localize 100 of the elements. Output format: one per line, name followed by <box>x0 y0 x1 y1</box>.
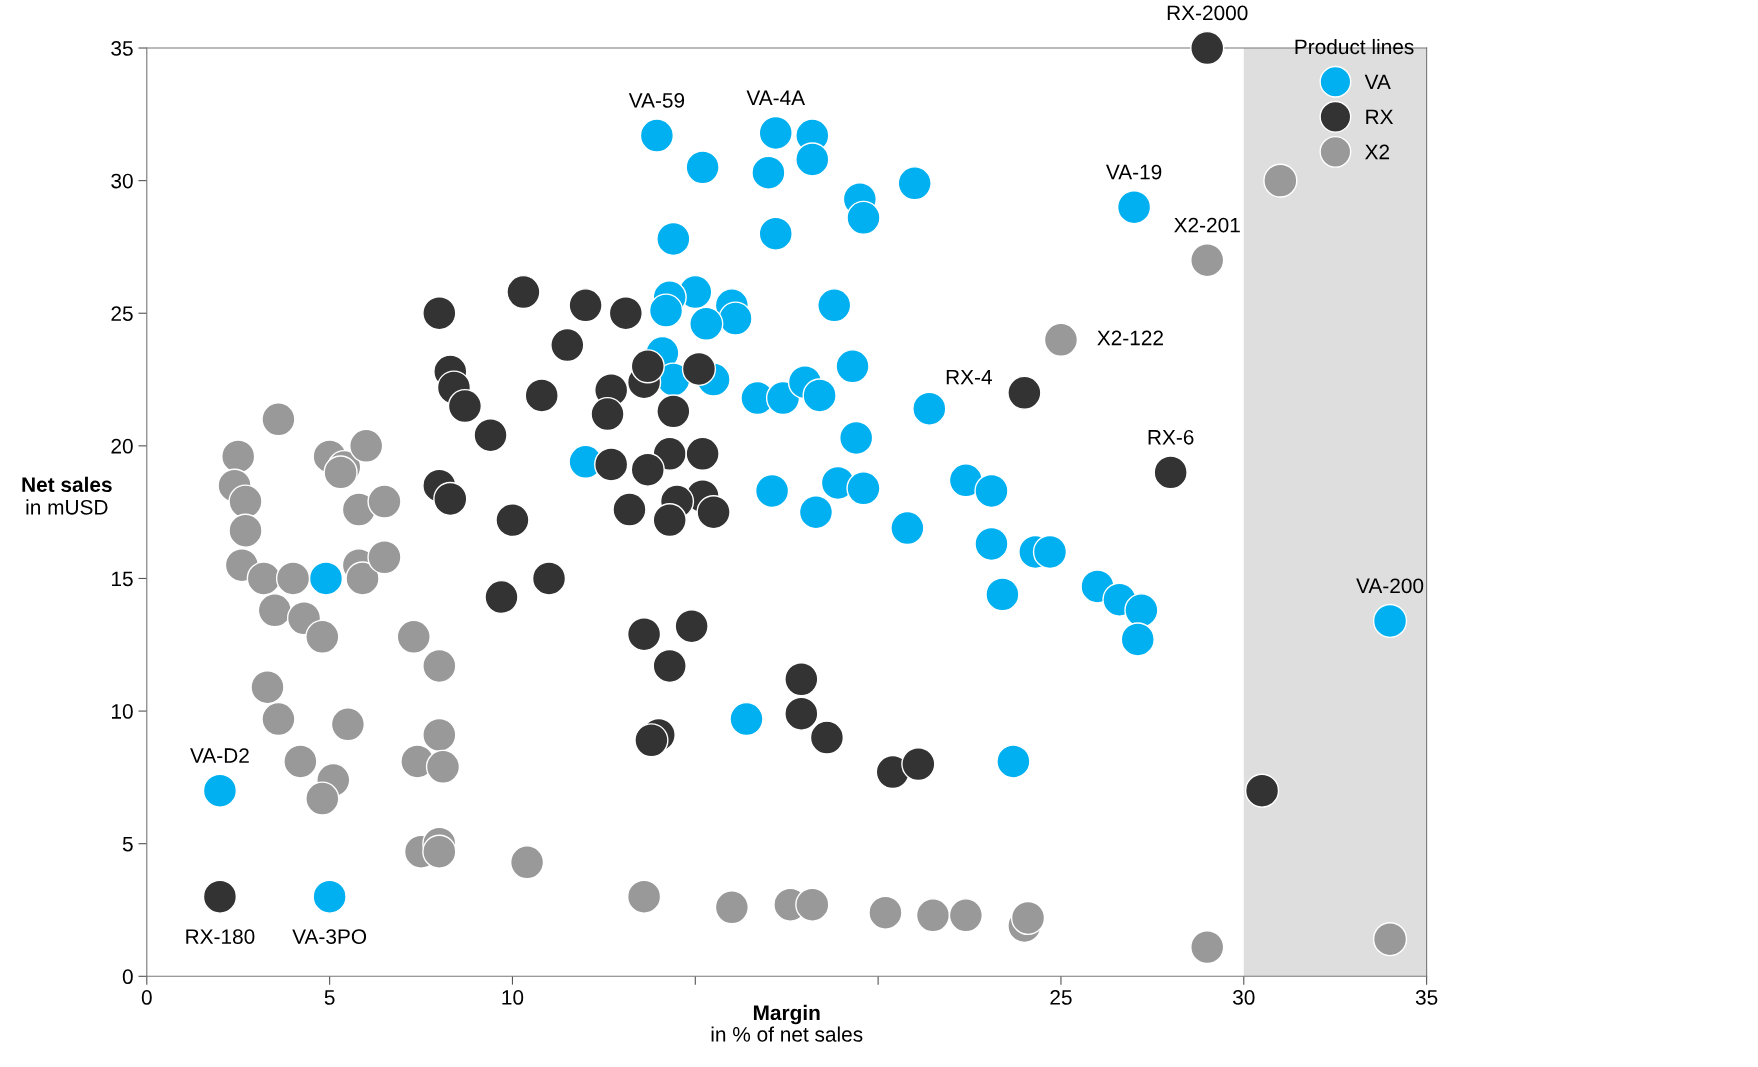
x-axis-title: Margin in % of net sales <box>711 1004 863 1042</box>
annotation: VA-19 <box>1105 164 1162 180</box>
point <box>784 662 819 697</box>
point <box>890 510 925 546</box>
annotation: X2-201 <box>1174 217 1240 233</box>
point <box>590 396 625 432</box>
point <box>817 288 852 323</box>
point <box>846 200 881 235</box>
point <box>396 619 431 654</box>
y-tick-label: 30 <box>111 173 133 189</box>
point <box>996 744 1031 779</box>
point <box>202 879 238 914</box>
point <box>846 471 881 506</box>
point <box>948 898 984 933</box>
point <box>839 420 874 456</box>
annotation: VA-59 <box>628 93 685 108</box>
point <box>261 402 296 437</box>
point <box>809 720 845 755</box>
point <box>367 484 402 519</box>
point <box>1010 900 1046 936</box>
y-tick-label: 5 <box>122 836 133 852</box>
point <box>751 155 786 190</box>
point <box>367 540 402 575</box>
point <box>948 463 984 498</box>
point <box>912 391 947 426</box>
x-tick-label: 5 <box>324 990 335 1005</box>
y-axis-title: Net sales in mUSD <box>22 476 112 515</box>
point <box>447 388 483 424</box>
annotation: VA-D2 <box>190 748 249 763</box>
annotation: VA-4A <box>746 90 806 105</box>
point <box>1124 593 1159 628</box>
point <box>754 473 790 509</box>
point <box>345 561 380 596</box>
legend-label: X2 <box>1365 144 1390 160</box>
point <box>1032 534 1068 570</box>
point <box>901 746 936 782</box>
point <box>433 481 468 517</box>
point <box>835 349 870 384</box>
point <box>798 495 834 530</box>
point <box>1372 922 1408 957</box>
annotation: VA-3PO <box>292 929 367 944</box>
annotation: VA-200 <box>1356 578 1424 594</box>
point <box>634 723 669 758</box>
point <box>630 452 665 487</box>
point <box>250 670 285 705</box>
x-tick-label: 35 <box>1415 990 1438 1005</box>
point <box>802 378 837 413</box>
point <box>648 293 684 328</box>
point <box>758 115 793 151</box>
point <box>1372 603 1408 639</box>
point <box>202 773 238 808</box>
point <box>1043 322 1079 357</box>
point <box>685 150 720 185</box>
point <box>1120 622 1155 657</box>
point <box>974 526 1009 562</box>
point <box>681 351 717 387</box>
point <box>626 617 662 652</box>
annotation: RX-2000 <box>1167 5 1248 21</box>
point <box>784 696 819 731</box>
point <box>509 845 545 880</box>
x-tick-label: 25 <box>1050 990 1072 1005</box>
point <box>652 648 687 684</box>
point <box>696 495 731 530</box>
point <box>261 701 296 737</box>
point <box>674 609 709 644</box>
point <box>714 890 749 925</box>
y-tick-label: 10 <box>112 704 133 719</box>
point <box>729 701 764 737</box>
point <box>656 394 691 429</box>
point <box>422 717 457 753</box>
point <box>246 561 281 596</box>
x-tick-label: 30 <box>1232 990 1255 1005</box>
y-tick-label: 15 <box>112 571 133 587</box>
point <box>626 879 662 914</box>
point <box>795 142 830 177</box>
point <box>473 418 508 453</box>
point <box>308 561 344 596</box>
point <box>228 484 263 519</box>
point <box>305 619 340 654</box>
point <box>656 221 691 257</box>
point <box>312 879 347 914</box>
point <box>974 473 1009 509</box>
annotation: X2-122 <box>1097 330 1163 346</box>
point <box>639 118 675 153</box>
point <box>283 744 318 779</box>
point <box>425 749 461 784</box>
point <box>1190 30 1225 66</box>
point <box>221 439 256 474</box>
x-tick-label: 0 <box>141 990 152 1005</box>
point <box>718 301 753 336</box>
point <box>275 561 311 596</box>
point <box>685 436 720 471</box>
point <box>1153 455 1188 490</box>
point <box>1263 163 1298 198</box>
point <box>422 648 457 684</box>
legend-label: RX <box>1366 109 1394 125</box>
point <box>652 502 687 538</box>
point <box>228 513 263 548</box>
point <box>1244 773 1280 808</box>
point <box>524 378 559 413</box>
